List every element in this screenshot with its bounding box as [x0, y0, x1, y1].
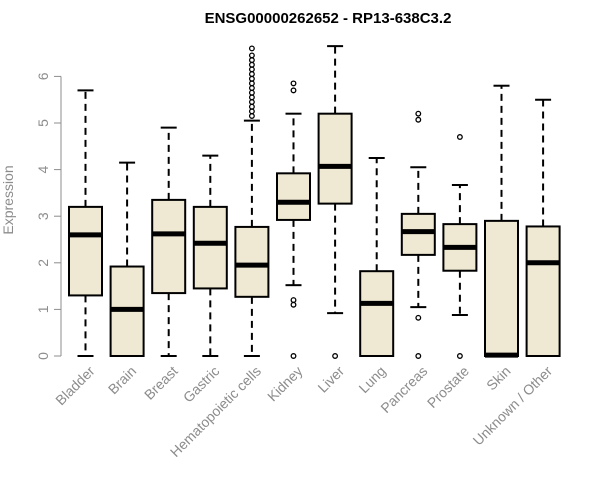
x-tick-label: Skin [483, 363, 514, 394]
y-tick-label: 1 [35, 305, 51, 313]
outlier-point [290, 301, 297, 308]
box-prostate [442, 134, 478, 359]
outlier-point [456, 353, 463, 359]
boxes-group [68, 45, 561, 359]
box-kidney [276, 80, 311, 359]
box-body [484, 219, 519, 357]
box-pancreas [400, 110, 436, 359]
y-tick-label: 0 [35, 352, 51, 360]
box-liver [317, 45, 353, 359]
outlier-point [248, 75, 255, 82]
box-body [317, 112, 353, 205]
outlier-point [248, 108, 255, 115]
outlier-point [290, 87, 297, 94]
box-body [234, 225, 270, 298]
y-tick-label: 3 [35, 212, 51, 220]
box-unknown-other [525, 98, 561, 357]
box-lung [359, 156, 395, 357]
outlier-point [248, 113, 255, 119]
box-body [192, 205, 228, 290]
outlier-point [248, 52, 255, 59]
x-tick-label: Breast [141, 363, 181, 403]
x-tick-label: Bladder [52, 363, 98, 409]
box-hematopoietic-cells [234, 45, 270, 357]
outlier-point [290, 297, 297, 304]
box-brain [109, 161, 145, 358]
box-body [276, 172, 311, 221]
chart-title: ENSG00000262652 - RP13-638C3.2 [205, 10, 452, 27]
box-gastric [192, 154, 228, 357]
y-tick-label: 2 [35, 259, 51, 267]
outlier-point [248, 66, 255, 73]
y-axis: 0 1 2 3 4 5 6 [35, 72, 62, 360]
box-body [68, 205, 103, 297]
outlier-point [248, 103, 255, 110]
x-tick-label: Brain [105, 363, 139, 397]
outlier-point [415, 314, 422, 321]
outlier-point [248, 99, 255, 105]
y-axis-label: Expression [0, 165, 16, 234]
outlier-point [332, 353, 339, 359]
outlier-point [248, 94, 255, 101]
outlier-point [248, 45, 255, 52]
x-tick-label: Liver [314, 363, 347, 396]
y-tick-label: 6 [35, 72, 51, 80]
outlier-point [415, 116, 422, 123]
box-body [151, 198, 187, 295]
x-tick-label: Unknown / Other [470, 363, 556, 449]
box-breast [151, 126, 187, 357]
box-skin [484, 84, 519, 358]
outlier-point [248, 80, 255, 87]
box-body [525, 225, 561, 357]
box-body [359, 270, 395, 357]
outlier-point [248, 71, 255, 78]
x-tick-label: Prostate [424, 363, 472, 411]
y-tick-label: 4 [35, 165, 51, 173]
outlier-point [248, 89, 255, 96]
outlier-point [415, 353, 422, 359]
outlier-point [456, 134, 463, 140]
box-body [400, 212, 436, 256]
x-tick-label: Kidney [264, 363, 306, 405]
outlier-point [248, 85, 255, 91]
outlier-point [290, 353, 297, 359]
outlier-point [290, 80, 297, 87]
outlier-point [415, 110, 422, 117]
y-tick-label: 5 [35, 119, 51, 127]
x-tick-label: Lung [355, 363, 388, 396]
outlier-point [248, 57, 255, 64]
box-bladder [68, 89, 103, 357]
outlier-point [248, 61, 255, 68]
